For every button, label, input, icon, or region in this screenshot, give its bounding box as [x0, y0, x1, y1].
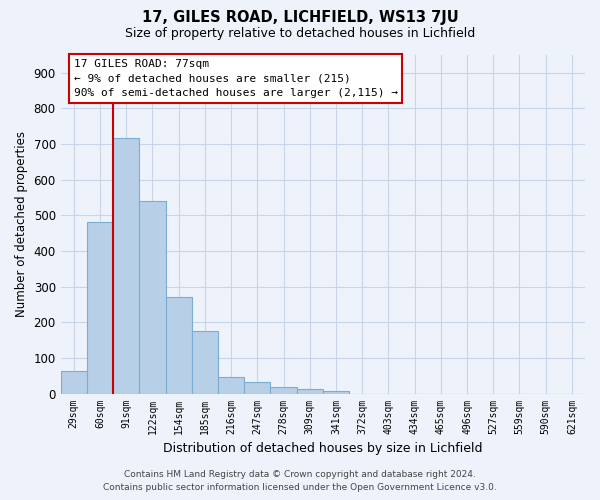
Bar — [244, 382, 271, 394]
Bar — [61, 372, 87, 394]
X-axis label: Distribution of detached houses by size in Lichfield: Distribution of detached houses by size … — [163, 442, 482, 455]
Bar — [87, 222, 113, 394]
Y-axis label: Number of detached properties: Number of detached properties — [15, 132, 28, 318]
Text: 17, GILES ROAD, LICHFIELD, WS13 7JU: 17, GILES ROAD, LICHFIELD, WS13 7JU — [142, 10, 458, 25]
Bar — [296, 388, 323, 394]
Text: 17 GILES ROAD: 77sqm
← 9% of detached houses are smaller (215)
90% of semi-detac: 17 GILES ROAD: 77sqm ← 9% of detached ho… — [74, 58, 398, 98]
Bar — [192, 331, 218, 394]
Bar — [139, 201, 166, 394]
Bar — [271, 388, 296, 394]
Text: Size of property relative to detached houses in Lichfield: Size of property relative to detached ho… — [125, 28, 475, 40]
Bar — [113, 138, 139, 394]
Bar — [166, 298, 192, 394]
Bar — [323, 390, 349, 394]
Text: Contains HM Land Registry data © Crown copyright and database right 2024.
Contai: Contains HM Land Registry data © Crown c… — [103, 470, 497, 492]
Bar — [218, 377, 244, 394]
